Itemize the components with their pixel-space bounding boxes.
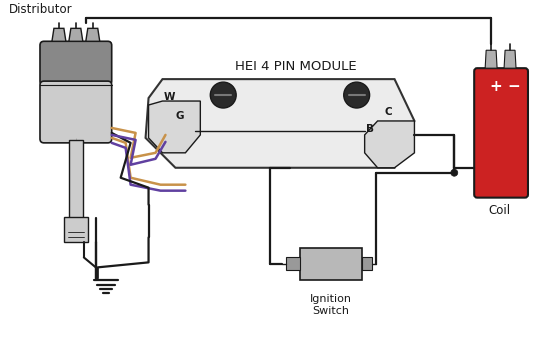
Polygon shape xyxy=(69,29,83,41)
FancyBboxPatch shape xyxy=(40,41,111,85)
FancyBboxPatch shape xyxy=(40,81,111,143)
Bar xyxy=(362,257,372,270)
Polygon shape xyxy=(148,101,200,153)
Text: C: C xyxy=(385,107,392,117)
Text: Coil: Coil xyxy=(488,203,510,216)
Text: W: W xyxy=(164,92,175,102)
Text: Distributor: Distributor xyxy=(9,4,73,17)
Circle shape xyxy=(344,82,370,108)
Polygon shape xyxy=(504,50,516,68)
Bar xyxy=(300,249,362,280)
Bar xyxy=(64,216,88,243)
Polygon shape xyxy=(365,121,414,168)
Text: HEI 4 PIN MODULE: HEI 4 PIN MODULE xyxy=(235,60,357,73)
Text: +: + xyxy=(489,78,502,94)
Polygon shape xyxy=(485,50,497,68)
Circle shape xyxy=(211,82,236,108)
FancyBboxPatch shape xyxy=(474,68,528,197)
Bar xyxy=(286,257,300,270)
Text: Ignition
Switch: Ignition Switch xyxy=(310,294,352,316)
Circle shape xyxy=(451,169,458,176)
Polygon shape xyxy=(86,29,100,41)
Polygon shape xyxy=(146,79,414,168)
Polygon shape xyxy=(52,29,66,41)
Bar xyxy=(69,140,83,218)
Text: G: G xyxy=(175,111,184,121)
Text: B: B xyxy=(366,124,374,134)
Text: −: − xyxy=(507,78,520,94)
